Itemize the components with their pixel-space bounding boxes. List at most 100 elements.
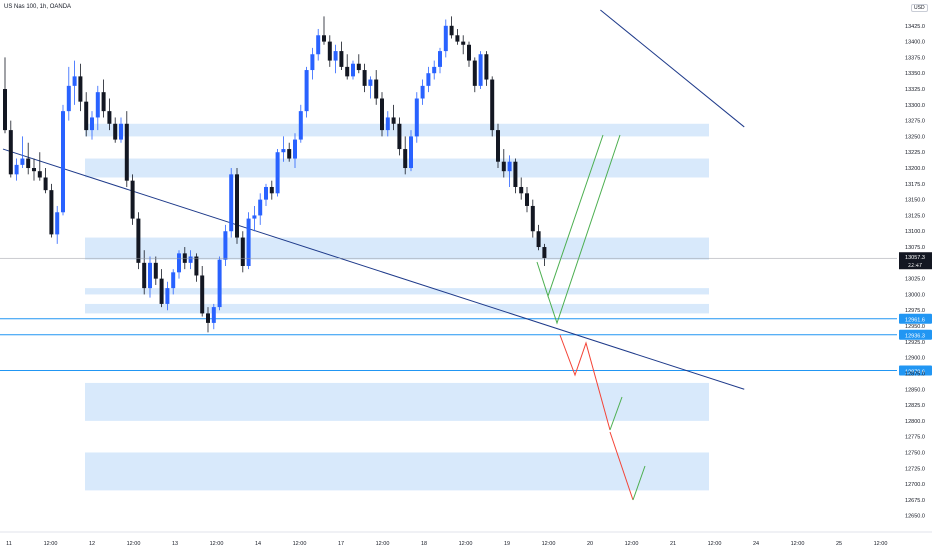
price-level-label: 12961.6: [905, 318, 925, 324]
y-tick-label: 13025.0: [905, 277, 925, 283]
trend-line: [600, 9, 745, 128]
x-tick-label: 24: [753, 541, 759, 547]
projection-arrow-up: [547, 134, 621, 325]
y-tick-label: 13075.0: [905, 245, 925, 251]
price-level-badge: [899, 329, 932, 340]
candle-body: [177, 253, 181, 273]
candle-body: [206, 313, 210, 323]
candle-body: [426, 73, 431, 86]
candle-body: [200, 275, 205, 314]
y-tick-label: 13000.0: [905, 292, 925, 298]
candle-body: [298, 111, 303, 140]
candle-body: [269, 186, 274, 194]
zone-box: [85, 288, 709, 295]
y-tick-label: 13375.0: [905, 55, 925, 61]
x-tick-label: 12:00: [293, 541, 307, 547]
candle-body: [84, 101, 89, 131]
price-level-label: 12936.3: [905, 334, 925, 340]
projection-arrow-down: [609, 431, 634, 501]
x-tick-label: 19: [504, 541, 510, 547]
candle-body: [223, 231, 228, 260]
candle-body: [20, 158, 25, 165]
candle-body: [124, 123, 129, 181]
candle-body: [333, 51, 338, 61]
x-tick-label: 12:00: [708, 541, 722, 547]
y-tick-label: 13350.0: [905, 71, 925, 77]
x-tick-label: 17: [338, 541, 344, 547]
y-tick-label: 12900.0: [905, 356, 925, 362]
candle-body: [264, 186, 268, 200]
candle-body: [403, 149, 408, 169]
candle-body: [194, 256, 199, 276]
y-tick-label: 12825.0: [905, 403, 925, 409]
y-tick-label: 13250.0: [905, 134, 925, 140]
zone-box: [85, 123, 709, 137]
candle-body: [90, 117, 94, 131]
candle-body: [501, 161, 506, 172]
candle-body: [513, 161, 518, 187]
y-tick-label: 12775.0: [905, 435, 925, 441]
candle-body: [420, 85, 425, 99]
candle-body: [327, 41, 332, 61]
candle-body: [351, 63, 355, 77]
y-tick-label: 13275.0: [905, 119, 925, 125]
candle-body: [43, 177, 48, 191]
candle-body: [304, 70, 309, 112]
candle-body: [14, 164, 19, 175]
y-tick-label: 13200.0: [905, 166, 925, 172]
candle-body: [165, 288, 170, 304]
y-tick-label: 12750.0: [905, 450, 925, 456]
candle-body: [385, 117, 390, 131]
candle-body: [3, 89, 7, 131]
candle-body: [536, 231, 541, 248]
x-tick-label: 21: [670, 541, 676, 547]
y-tick-label: 13100.0: [905, 229, 925, 235]
y-tick-label: 13400.0: [905, 40, 925, 46]
candle-body: [142, 262, 147, 289]
candle-body: [37, 171, 42, 178]
candle-body: [148, 262, 152, 289]
candle-body: [374, 79, 379, 99]
candle-body: [414, 98, 419, 137]
y-tick-label: 13325.0: [905, 87, 925, 93]
candle-body: [275, 152, 280, 194]
candle-body: [136, 218, 141, 263]
candle-body: [32, 168, 36, 172]
candle-body: [397, 123, 402, 150]
projection-arrow-up: [609, 396, 623, 431]
y-tick-label: 12925.0: [905, 340, 925, 346]
candle-body: [171, 272, 176, 289]
y-tick-label: 13125.0: [905, 213, 925, 219]
candle-body: [316, 35, 321, 55]
y-tick-label: 12975.0: [905, 308, 925, 314]
price-level-badge: [899, 313, 932, 324]
candle-body: [240, 237, 245, 266]
y-tick-label: 12950.0: [905, 324, 925, 330]
candle-body: [252, 215, 257, 219]
x-tick-label: 14: [255, 541, 261, 547]
currency-badge[interactable]: USD: [911, 4, 928, 12]
candle-body: [258, 199, 263, 216]
y-tick-label: 12675.0: [905, 498, 925, 504]
candle-body: [322, 35, 326, 42]
candle-body: [507, 161, 512, 172]
candle-body: [339, 51, 344, 67]
y-tick-label: 12650.0: [905, 514, 925, 520]
candle-body: [356, 63, 361, 71]
candle-body: [380, 98, 384, 131]
current-price-badge: [899, 252, 932, 270]
y-tick-label: 13425.0: [905, 24, 925, 30]
candle-body: [101, 92, 106, 112]
x-tick-label: 12:00: [542, 541, 556, 547]
candle-body: [78, 76, 83, 102]
candle-body: [26, 158, 31, 169]
candle-body: [229, 174, 234, 232]
x-tick-label: 12:00: [791, 541, 805, 547]
candle-body: [310, 54, 315, 71]
zone-box: [85, 452, 709, 491]
chart-title: US Nas 100, 1h, OANDA: [4, 4, 72, 10]
current-price-label: 13057.3: [905, 255, 925, 261]
x-tick-label: 12:00: [210, 541, 224, 547]
